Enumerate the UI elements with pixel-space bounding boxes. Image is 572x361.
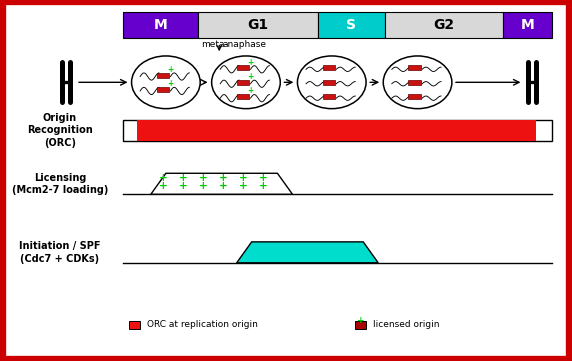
- Bar: [129, 321, 140, 329]
- Text: +: +: [356, 316, 364, 325]
- Text: M: M: [521, 18, 534, 32]
- Polygon shape: [151, 173, 292, 194]
- Text: +: +: [259, 181, 268, 191]
- Bar: [323, 80, 335, 85]
- Bar: [123, 120, 552, 141]
- Bar: [123, 12, 198, 38]
- Text: +: +: [178, 173, 188, 183]
- Text: +: +: [247, 58, 253, 66]
- Text: +: +: [158, 181, 168, 191]
- Bar: [137, 120, 536, 141]
- Bar: [237, 94, 249, 99]
- Text: +: +: [247, 72, 253, 81]
- Bar: [198, 12, 318, 38]
- Text: +: +: [219, 181, 228, 191]
- Bar: [323, 94, 335, 99]
- Bar: [237, 80, 249, 85]
- Text: meta-: meta-: [201, 40, 228, 49]
- Text: ORC at replication origin: ORC at replication origin: [147, 320, 258, 329]
- Text: +: +: [239, 173, 248, 183]
- Text: Licensing
(Mcm2-7 loading): Licensing (Mcm2-7 loading): [12, 173, 108, 195]
- Ellipse shape: [297, 56, 366, 109]
- Text: G2: G2: [433, 18, 454, 32]
- Text: +: +: [198, 173, 208, 183]
- Text: +: +: [219, 173, 228, 183]
- Text: +: +: [167, 79, 173, 88]
- Bar: [408, 94, 421, 99]
- Ellipse shape: [212, 56, 280, 109]
- Text: Origin
Recognition
(ORC): Origin Recognition (ORC): [27, 113, 93, 148]
- Text: M: M: [154, 18, 168, 32]
- Bar: [503, 12, 552, 38]
- Polygon shape: [237, 242, 378, 263]
- Text: +: +: [259, 173, 268, 183]
- Text: +: +: [239, 181, 248, 191]
- Bar: [355, 321, 366, 329]
- Ellipse shape: [383, 56, 452, 109]
- Bar: [408, 65, 421, 70]
- Text: licensed origin: licensed origin: [373, 320, 439, 329]
- Text: +: +: [167, 65, 173, 74]
- Bar: [384, 12, 503, 38]
- Text: +: +: [178, 181, 188, 191]
- Text: anaphase: anaphase: [223, 40, 267, 49]
- Text: +: +: [247, 87, 253, 95]
- Text: +: +: [198, 181, 208, 191]
- Ellipse shape: [132, 56, 200, 109]
- Text: +: +: [158, 173, 168, 183]
- Bar: [408, 80, 421, 85]
- Text: Initiation / SPF
(Cdc7 + CDKs): Initiation / SPF (Cdc7 + CDKs): [19, 241, 101, 264]
- Text: G1: G1: [248, 18, 269, 32]
- Bar: [157, 87, 169, 92]
- Bar: [323, 65, 335, 70]
- Text: S: S: [347, 18, 356, 32]
- Bar: [157, 73, 169, 78]
- Bar: [237, 65, 249, 70]
- Bar: [318, 12, 384, 38]
